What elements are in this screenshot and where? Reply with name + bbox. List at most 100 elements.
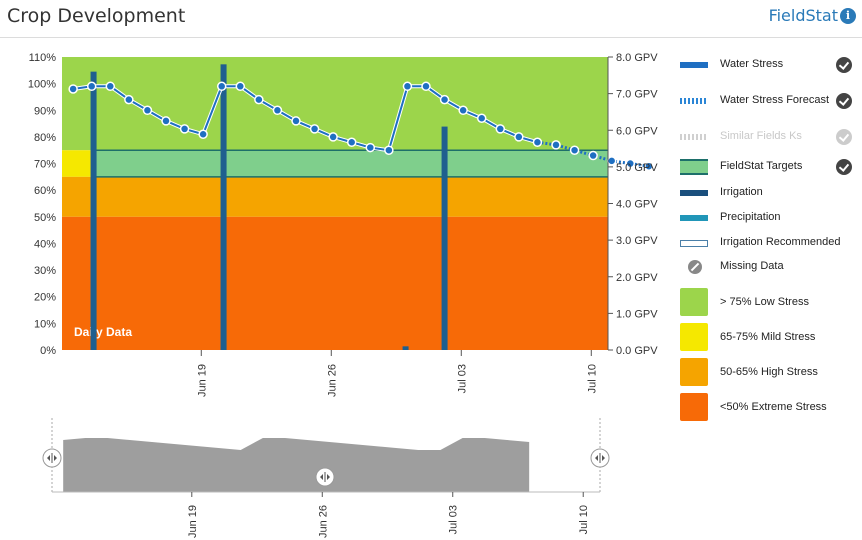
water-stress-point[interactable] bbox=[161, 116, 171, 126]
info-icon[interactable]: i bbox=[840, 8, 856, 24]
irrigation-bar-3[interactable] bbox=[441, 126, 448, 351]
nav-x-tick-label: Jun 19 bbox=[187, 505, 199, 538]
y-right-tick-label: 8.0 GPV bbox=[616, 52, 658, 64]
legend-swatch bbox=[680, 393, 708, 421]
legend-item-similar-fields-ks[interactable]: Similar Fields Ks bbox=[676, 126, 862, 148]
stress-zone-3 bbox=[62, 216, 608, 350]
water-stress-point[interactable] bbox=[309, 124, 320, 134]
water-stress-point[interactable] bbox=[514, 132, 524, 142]
water-stress-point[interactable] bbox=[179, 124, 190, 134]
water-stress-point[interactable] bbox=[235, 81, 246, 92]
navigator-left-handle-arrows-icon bbox=[47, 455, 57, 461]
checkmark-icon[interactable] bbox=[836, 57, 852, 73]
irrigation-bar-0[interactable] bbox=[90, 71, 97, 351]
legend-symbol-irr-rec bbox=[680, 240, 708, 247]
water-stress-point[interactable] bbox=[291, 116, 301, 126]
water-stress-point[interactable] bbox=[124, 94, 134, 105]
water-stress-point[interactable] bbox=[142, 105, 153, 116]
y-left-tick-label: 80% bbox=[34, 132, 56, 144]
y-left-tick-label: 20% bbox=[34, 292, 56, 304]
legend-label: 65-75% Mild Stress bbox=[720, 331, 816, 343]
x-tick-label: Jul 03 bbox=[456, 364, 468, 393]
water-stress-point[interactable] bbox=[346, 137, 357, 147]
legend-swatch bbox=[680, 358, 708, 386]
legend-label: FieldStat Targets bbox=[720, 160, 803, 172]
y-left-tick-label: 100% bbox=[28, 79, 56, 91]
forecast-point[interactable] bbox=[588, 150, 598, 161]
legend-item-water-stress[interactable]: Water Stress bbox=[676, 54, 862, 76]
water-stress-point[interactable] bbox=[68, 84, 78, 94]
navigator-right-handle[interactable] bbox=[590, 448, 610, 468]
checkmark-icon[interactable] bbox=[836, 129, 852, 145]
forecast-point[interactable] bbox=[606, 156, 617, 166]
water-stress-point[interactable] bbox=[328, 132, 338, 142]
legend-item-65-75-mild-stress[interactable]: 65-75% Mild Stress bbox=[676, 323, 862, 353]
forecast-point[interactable] bbox=[644, 161, 654, 171]
y-left-tick-label: 90% bbox=[34, 105, 56, 117]
legend-symbol-similar bbox=[680, 134, 708, 140]
water-stress-point[interactable] bbox=[365, 142, 376, 153]
page-title: Crop Development bbox=[7, 5, 186, 27]
legend-item-fieldstat-targets[interactable]: FieldStat Targets bbox=[676, 156, 862, 178]
legend-symbol-targets bbox=[680, 159, 708, 175]
brand-link[interactable]: FieldStat bbox=[768, 6, 838, 25]
legend-symbol-water-stress bbox=[680, 62, 708, 68]
water-stress-point[interactable] bbox=[86, 81, 97, 92]
legend-label: Water Stress Forecast bbox=[720, 94, 830, 106]
y-left-tick-label: 110% bbox=[29, 52, 57, 64]
range-navigator[interactable]: Jun 19 Jun 26 Jul 03 Jul 10 bbox=[0, 400, 672, 538]
y-right-tick-label: 7.0 GPV bbox=[616, 89, 658, 101]
legend-label: Water Stress bbox=[720, 58, 784, 70]
water-stress-point[interactable] bbox=[198, 129, 208, 139]
navigator-left-handle[interactable] bbox=[42, 448, 62, 468]
y-left-tick-label: 50% bbox=[34, 212, 56, 224]
water-stress-point[interactable] bbox=[532, 137, 543, 147]
checkmark-icon[interactable] bbox=[836, 159, 852, 175]
legend-item-irrigation-recommended[interactable]: Irrigation Recommended bbox=[676, 232, 862, 254]
irrigation-bar-1[interactable] bbox=[220, 64, 227, 350]
navigator-scroll-handle[interactable] bbox=[315, 467, 335, 487]
water-stress-point[interactable] bbox=[458, 105, 468, 116]
y-left-tick-label: 30% bbox=[34, 265, 56, 277]
legend-item-50-65-high-stress[interactable]: 50-65% High Stress bbox=[676, 358, 862, 388]
water-stress-point[interactable] bbox=[384, 145, 394, 155]
checkmark-icon[interactable] bbox=[836, 93, 852, 109]
water-stress-point[interactable] bbox=[439, 94, 450, 105]
water-stress-point[interactable] bbox=[402, 81, 413, 92]
forecast-point[interactable] bbox=[551, 140, 561, 150]
header-bar: Crop Development FieldStat i bbox=[0, 0, 862, 38]
nav-x-tick-label: Jun 26 bbox=[317, 505, 329, 538]
water-stress-point[interactable] bbox=[105, 81, 116, 92]
legend-symbol-precip bbox=[680, 215, 708, 221]
legend-label: Irrigation bbox=[720, 186, 763, 198]
crop-development-chart[interactable]: Daily Data 0% 10% 20% 30% 40% 50% 60% 70% 80% 90% 1… bbox=[0, 40, 672, 400]
legend-label: <50% Extreme Stress bbox=[720, 401, 827, 413]
legend-swatch bbox=[680, 288, 708, 316]
legend-item-irrigation[interactable]: Irrigation bbox=[676, 182, 862, 204]
legend-item-water-stress-forecast[interactable]: Water Stress Forecast bbox=[676, 90, 862, 112]
water-stress-point[interactable] bbox=[216, 81, 227, 92]
y-left-tick-label: 70% bbox=[34, 159, 56, 171]
forecast-point[interactable] bbox=[569, 145, 580, 155]
legend-item-missing-data[interactable]: Missing Data bbox=[676, 256, 862, 278]
water-stress-point[interactable] bbox=[476, 113, 487, 124]
y-right-tick-label: 6.0 GPV bbox=[616, 125, 658, 137]
legend-item-50-extreme-stress[interactable]: <50% Extreme Stress bbox=[676, 393, 862, 423]
legend-item-75-low-stress[interactable]: > 75% Low Stress bbox=[676, 288, 862, 318]
daily-data-label: Daily Data bbox=[74, 325, 132, 339]
legend-symbol-water-forecast bbox=[680, 98, 708, 104]
irrigation-bar-2[interactable] bbox=[402, 346, 409, 350]
water-stress-point[interactable] bbox=[495, 124, 506, 134]
nav-x-tick-label: Jul 03 bbox=[448, 505, 460, 534]
legend-label: > 75% Low Stress bbox=[720, 296, 809, 308]
y-left-tick-label: 10% bbox=[34, 318, 56, 330]
legend-label: 50-65% High Stress bbox=[720, 366, 818, 378]
missing-data-icon bbox=[688, 260, 702, 274]
water-stress-point[interactable] bbox=[254, 94, 264, 105]
forecast-point[interactable] bbox=[625, 158, 636, 169]
navigator-area bbox=[63, 438, 530, 492]
legend-item-precipitation[interactable]: Precipitation bbox=[676, 207, 862, 229]
y-right-tick-label: 2.0 GPV bbox=[616, 272, 658, 284]
water-stress-point[interactable] bbox=[421, 81, 431, 92]
water-stress-point[interactable] bbox=[272, 105, 283, 116]
